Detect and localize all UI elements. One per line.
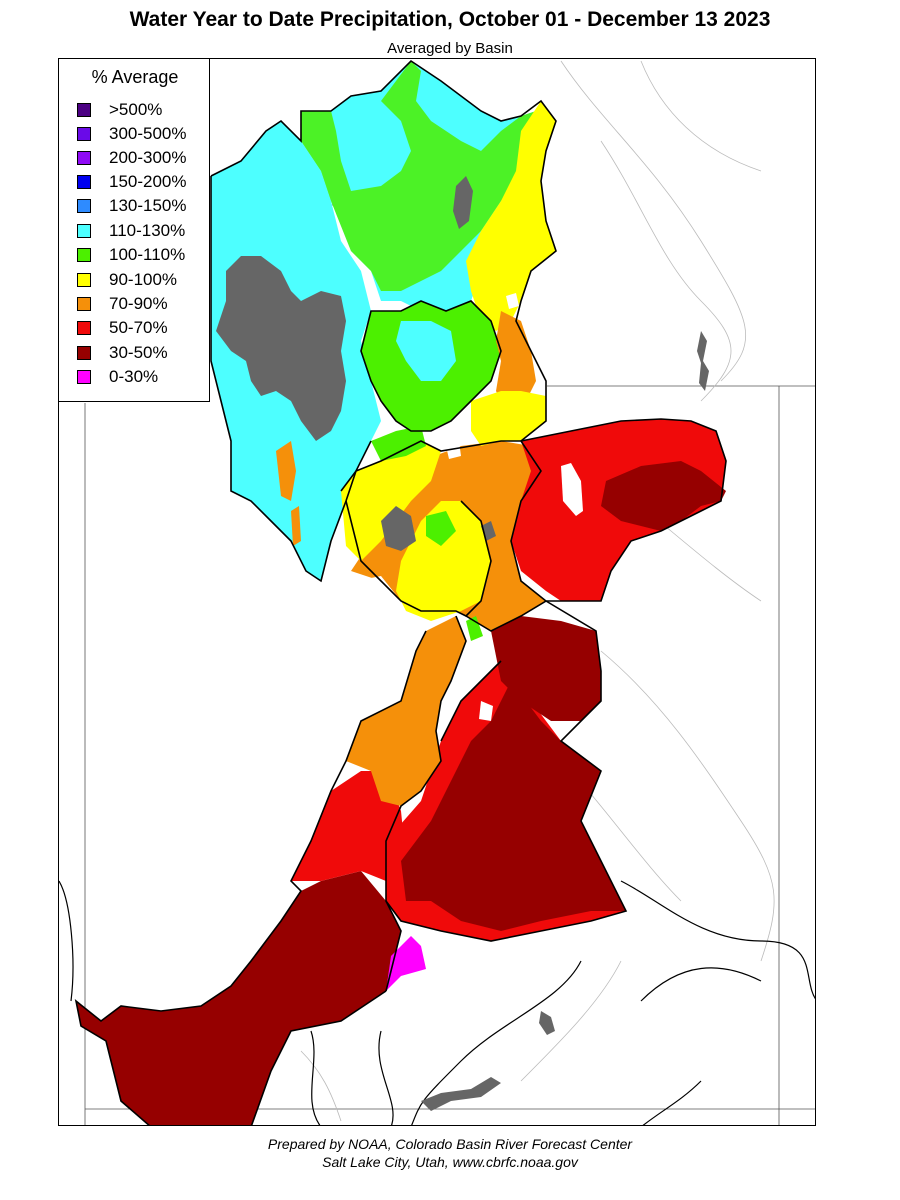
legend-label: 30-50% <box>109 343 168 362</box>
basin-middle-cyan <box>396 321 456 381</box>
legend-swatch <box>77 370 91 384</box>
legend-item: 110-130% <box>77 220 185 242</box>
basin-northeast-yellow <box>466 101 556 331</box>
legend-swatch <box>77 297 91 311</box>
basin-east-yellow <box>471 391 546 446</box>
legend-swatch <box>77 103 91 117</box>
legend-swatch <box>77 346 91 360</box>
utah-lake <box>381 506 416 551</box>
bear-lake <box>453 176 473 229</box>
legend-item: 130-150% <box>77 195 187 217</box>
outside-reservoirs <box>421 331 709 1111</box>
legend-label: 0-30% <box>109 367 159 386</box>
basin-north-green <box>301 61 536 291</box>
legend-label: >500% <box>109 100 163 119</box>
legend-label: 70-90% <box>109 294 168 313</box>
map-title: Water Year to Date Precipitation, Octobe… <box>129 8 771 31</box>
legend-item: 50-70% <box>77 317 168 339</box>
legend-swatch <box>77 175 91 189</box>
basin-magenta <box>386 936 426 991</box>
legend-item: >500% <box>77 99 162 121</box>
legend-item: 300-500% <box>77 123 187 145</box>
basin-east-dark <box>601 461 726 531</box>
basin-south-dark <box>401 681 626 931</box>
legend-label: 130-150% <box>109 196 187 215</box>
legend-swatch <box>77 224 91 238</box>
legend-title: % Average <box>91 67 179 87</box>
legend-item: 150-200% <box>77 171 187 193</box>
basin-central-orange <box>346 616 466 806</box>
great-salt-lake <box>216 256 346 441</box>
basin-boundaries <box>74 59 727 1125</box>
basin-green-patch-1 <box>371 426 426 461</box>
legend-item: 90-100% <box>77 269 177 291</box>
legend-swatch <box>77 127 91 141</box>
basin-southeast-dark <box>491 616 601 721</box>
credit-line-2: Salt Lake City, Utah, www.cbrfc.noaa.gov <box>322 1154 578 1170</box>
basin-map <box>59 59 815 1125</box>
legend: % Average >500% 300-500% 200-300% 150-20… <box>58 58 210 402</box>
legend-label: 200-300% <box>109 148 187 167</box>
basin-small-green <box>466 616 483 641</box>
legend-swatch <box>77 199 91 213</box>
basin-upper-east-orange <box>496 311 536 411</box>
credit-line-1: Prepared by NOAA, Colorado Basin River F… <box>267 1136 633 1152</box>
legend-label: 100-110% <box>109 245 186 264</box>
basin-center-west-yellow <box>341 441 441 561</box>
legend-label: 90-100% <box>109 270 178 289</box>
legend-item: 30-50% <box>77 342 168 364</box>
legend-swatch <box>77 321 91 335</box>
map-subtitle: Averaged by Basin <box>387 40 513 57</box>
legend-label: 110-130% <box>109 221 186 240</box>
legend-swatch <box>77 248 91 262</box>
legend-item: 100-110% <box>77 244 185 266</box>
basin-southwest <box>291 771 406 881</box>
map-frame <box>58 58 816 1126</box>
legend-item: 70-90% <box>77 293 168 315</box>
outer-basin-lines <box>59 880 815 1125</box>
basin-central-yellow <box>396 501 491 621</box>
legend-swatch <box>77 273 91 287</box>
basin-south <box>76 871 401 1125</box>
basin-green-patch-2 <box>426 511 456 546</box>
legend-item: 0-30% <box>77 366 158 388</box>
basin-west-orange-2 <box>291 506 301 546</box>
legend-swatch <box>77 151 91 165</box>
legend-label: 300-500% <box>109 124 187 143</box>
legend-label: 150-200% <box>109 172 187 191</box>
legend-label: 50-70% <box>109 318 168 337</box>
basin-west-orange-1 <box>276 441 296 501</box>
legend-item: 200-300% <box>77 147 187 169</box>
